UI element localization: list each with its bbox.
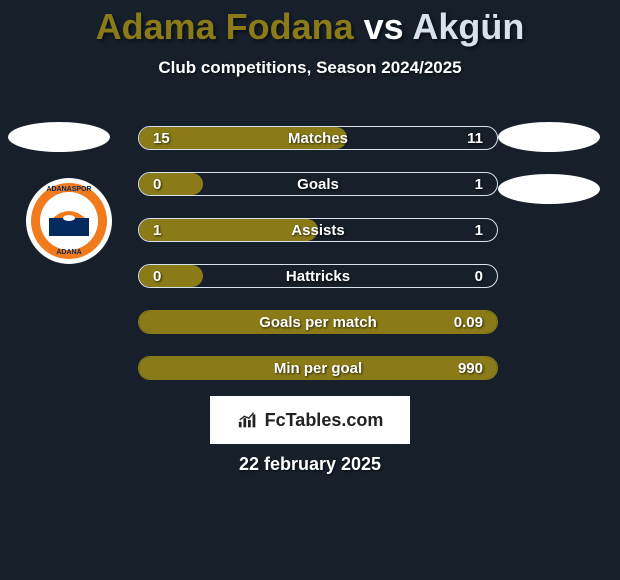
subtitle: Club competitions, Season 2024/2025 (0, 58, 620, 78)
stat-row: 0Hattricks0 (138, 264, 498, 288)
comparison-title: Adama Fodana vs Akgün (0, 0, 620, 48)
stat-label: Goals (139, 173, 497, 195)
stat-label: Goals per match (139, 311, 497, 333)
stat-label: Assists (139, 219, 497, 241)
title-vs: vs (354, 6, 413, 47)
date-text: 22 february 2025 (0, 454, 620, 475)
stat-row: 0Goals1 (138, 172, 498, 196)
stats-bars: 15Matches110Goals11Assists10Hattricks0Go… (138, 126, 498, 402)
stat-row: 1Assists1 (138, 218, 498, 242)
title-player2: Akgün (412, 6, 524, 47)
watermark-text: FcTables.com (265, 410, 384, 431)
stat-label: Hattricks (139, 265, 497, 287)
stat-right-value: 1 (475, 173, 483, 195)
watermark: FcTables.com (210, 396, 410, 444)
title-player1: Adama Fodana (96, 6, 354, 47)
stat-row: Min per goal990 (138, 356, 498, 380)
stat-right-value: 990 (458, 357, 483, 379)
badge-bottom-text: ADANA (31, 249, 107, 256)
stat-row: Goals per match0.09 (138, 310, 498, 334)
chart-icon (237, 410, 259, 430)
stat-label: Min per goal (139, 357, 497, 379)
club-badge-icon: ADANASPOR ADANA (31, 183, 107, 259)
badge-inner-icon (40, 192, 98, 250)
player1-club-badge: ADANASPOR ADANA (26, 178, 112, 264)
player2-logo-ellipse-1 (498, 122, 600, 152)
stat-row: 15Matches11 (138, 126, 498, 150)
stat-label: Matches (139, 127, 497, 149)
badge-top-text: ADANASPOR (31, 186, 107, 193)
stat-right-value: 0 (475, 265, 483, 287)
stat-right-value: 0.09 (454, 311, 483, 333)
player2-logo-ellipse-2 (498, 174, 600, 204)
stat-right-value: 11 (467, 127, 483, 149)
stat-right-value: 1 (475, 219, 483, 241)
player1-logo-ellipse (8, 122, 110, 152)
